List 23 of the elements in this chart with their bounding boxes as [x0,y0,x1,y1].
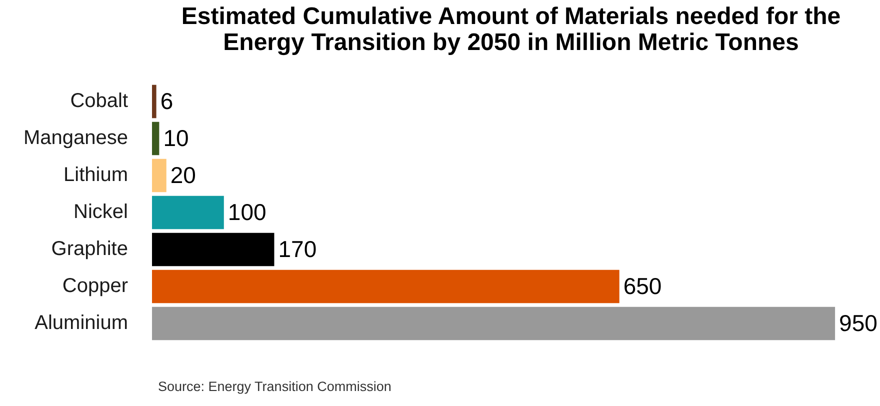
data-label: 170 [278,236,317,262]
data-label: 6 [160,88,174,114]
bar [152,158,166,192]
source-note: Source: Energy Transition Commission [158,379,392,394]
y-tick-label: Nickel [74,201,128,224]
bar [152,232,274,266]
y-tick-label: Lithium [64,164,128,186]
bar [152,306,836,340]
y-tick-label: Aluminium [34,312,128,334]
y-tick-label: Copper [62,275,128,298]
y-tick-label: Manganese [23,127,128,150]
data-label: 100 [228,198,266,225]
y-tick-label: Graphite [51,238,128,260]
bar [152,270,620,304]
chart-title: Estimated Cumulative Amount of Materials needed for the Energy Transition by 2050 in Million Metric Tonnes [180,3,842,56]
data-label: 20 [170,162,196,188]
data-label: 950 [839,310,878,336]
bar [152,84,156,118]
data-label: 650 [623,272,662,299]
bar [152,196,224,230]
bar [152,122,160,156]
data-label: 10 [163,124,189,151]
y-tick-label: Cobalt [70,90,128,112]
